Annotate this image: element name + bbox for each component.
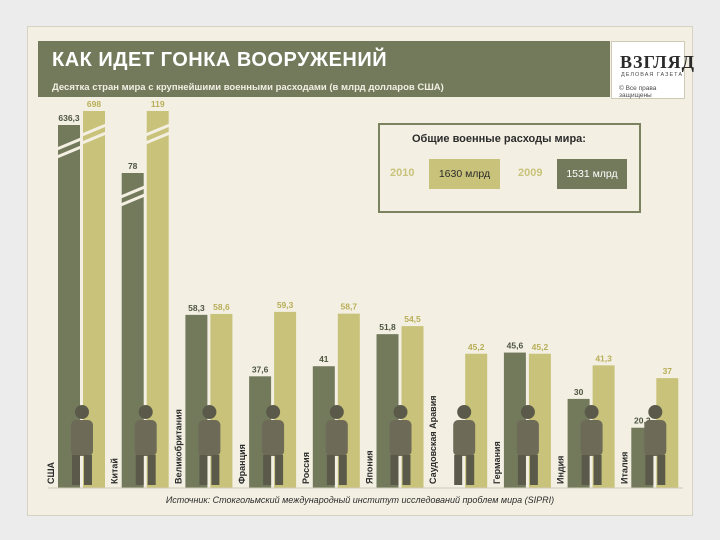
military-spending-chart: 636,3 698 США 78 119 Китай 58,3 58,6 Великобрита… <box>46 99 683 489</box>
infographic-card: КАК ИДЕТ ГОНКА ВООРУЖЕНИЙ Десятка стран … <box>27 26 694 516</box>
soldier-figure-icon <box>657 455 666 485</box>
soldier-figure-icon <box>389 420 412 456</box>
logo-tagline: ДЕЛОВАЯ ГАЗЕТА <box>621 72 683 78</box>
page-title: КАК ИДЕТ ГОНКА ВООРУЖЕНИЙ <box>52 49 388 71</box>
world-totals-box: Общие военные расходы мира: 2010 1630 мл… <box>378 123 641 213</box>
soldier-figure-icon <box>84 455 92 485</box>
bar-2009 <box>58 125 80 488</box>
data-label-2009: 78 <box>128 161 138 171</box>
vzglyad-logo: ВЗГЛЯД ДЕЛОВАЯ ГАЗЕТА © Все права защище… <box>611 41 694 99</box>
soldier-figure-icon <box>134 420 157 456</box>
soldier-figure-icon <box>71 420 93 456</box>
data-label-2009: 20,3 <box>634 416 651 426</box>
data-label-2009: 51,8 <box>379 322 396 332</box>
soldier-figure-icon <box>329 405 344 419</box>
country-label: Италия <box>619 452 629 484</box>
soldier-figure-icon <box>529 455 538 485</box>
data-label-2010: 45,2 <box>532 342 549 352</box>
soldier-figure-icon <box>275 455 284 485</box>
country-label: Япония <box>365 450 375 484</box>
country-label: Индия <box>556 456 566 484</box>
axis-break-mark <box>145 123 171 137</box>
soldier-figure-icon <box>263 455 272 485</box>
country-label: Германия <box>492 441 502 484</box>
soldier-figure-icon <box>135 455 144 485</box>
data-label-2010: 59,3 <box>277 300 294 310</box>
soldier-figure-icon <box>645 455 654 485</box>
bar-2009 <box>121 173 144 488</box>
soldier-figure-icon <box>393 405 408 419</box>
data-label-2010: 54,5 <box>404 314 421 324</box>
country-label: Китай <box>110 458 120 484</box>
soldier-figure-icon <box>520 405 535 419</box>
axis-break-mark <box>145 131 171 145</box>
soldier-figure-icon <box>402 455 411 485</box>
totals-year-2010: 2010 <box>390 167 415 179</box>
soldier-figure-icon <box>466 455 475 485</box>
data-label-2009: 45,6 <box>507 341 524 351</box>
soldier-figure-icon <box>453 420 476 456</box>
soldier-figure-icon <box>202 405 217 419</box>
source-note: Источник: Стокгольмский международный ин… <box>165 495 555 505</box>
soldier-figure-icon <box>199 455 208 485</box>
data-label-2010: 698 <box>87 99 101 109</box>
axis-break-mark <box>81 123 107 137</box>
soldier-figure-icon <box>266 405 281 419</box>
soldier-figure-icon <box>584 405 599 419</box>
axis-break-mark <box>120 185 146 199</box>
axis-break-mark <box>81 131 107 145</box>
totals-title: Общие военные расходы мира: <box>412 133 586 145</box>
data-label-2009: 58,3 <box>188 303 205 313</box>
soldier-figure-icon <box>644 420 667 456</box>
logo-copyright: © Все права защищены <box>619 85 657 99</box>
axis-break-mark <box>120 193 146 207</box>
data-label-2009: 30 <box>574 387 584 397</box>
country-label: Россия <box>301 452 311 484</box>
soldier-figure-icon <box>390 455 399 485</box>
soldier-figure-icon <box>326 455 335 485</box>
soldier-figure-icon <box>338 455 347 485</box>
country-label: Великобритания <box>173 409 183 484</box>
page-subtitle: Десятка стран мира с крупнейшими военным… <box>52 82 444 93</box>
soldier-figure-icon <box>517 455 526 485</box>
data-label-2010: 41,3 <box>595 353 612 363</box>
axis-break-mark <box>56 145 82 159</box>
data-label-2009: 37,6 <box>252 364 269 374</box>
soldier-figure-icon <box>147 455 156 485</box>
country-label: Саудовская Аравия <box>428 395 438 484</box>
soldier-figure-icon <box>75 405 89 419</box>
soldier-figure-icon <box>325 420 348 456</box>
data-label-2009: 636,3 <box>58 113 80 123</box>
header-banner: КАК ИДЕТ ГОНКА ВООРУЖЕНИЙ Десятка стран … <box>38 41 610 97</box>
totals-value-2010: 1630 млрд <box>429 159 500 189</box>
data-label-2010: 45,2 <box>468 342 485 352</box>
soldier-figure-icon <box>72 455 80 485</box>
soldier-figure-icon <box>457 405 472 419</box>
axis-break-mark <box>56 137 82 151</box>
totals-value-2009: 1531 млрд <box>557 159 627 189</box>
country-label: США <box>46 461 56 484</box>
bar-2010 <box>146 111 169 488</box>
data-label-2010: 119 <box>151 99 165 109</box>
soldier-figure-icon <box>648 405 663 419</box>
soldier-figure-icon <box>581 455 590 485</box>
soldier-figure-icon <box>454 455 463 485</box>
soldier-figure-icon <box>211 455 220 485</box>
data-label-2010: 37 <box>663 366 673 376</box>
totals-year-2009: 2009 <box>518 167 543 179</box>
data-label-2010: 58,7 <box>341 302 358 312</box>
soldier-figure-icon <box>138 405 153 419</box>
bar-2010 <box>83 111 105 488</box>
soldier-figure-icon <box>262 420 285 456</box>
soldier-figure-icon <box>198 420 221 456</box>
soldier-figure-icon <box>516 420 539 456</box>
soldier-figure-icon <box>593 455 602 485</box>
data-label-2009: 41 <box>319 354 329 364</box>
country-label: Франция <box>237 444 247 484</box>
soldier-figure-icon <box>580 420 603 456</box>
data-label-2010: 58,6 <box>213 302 230 312</box>
logo-name: ВЗГЛЯД <box>620 52 696 72</box>
